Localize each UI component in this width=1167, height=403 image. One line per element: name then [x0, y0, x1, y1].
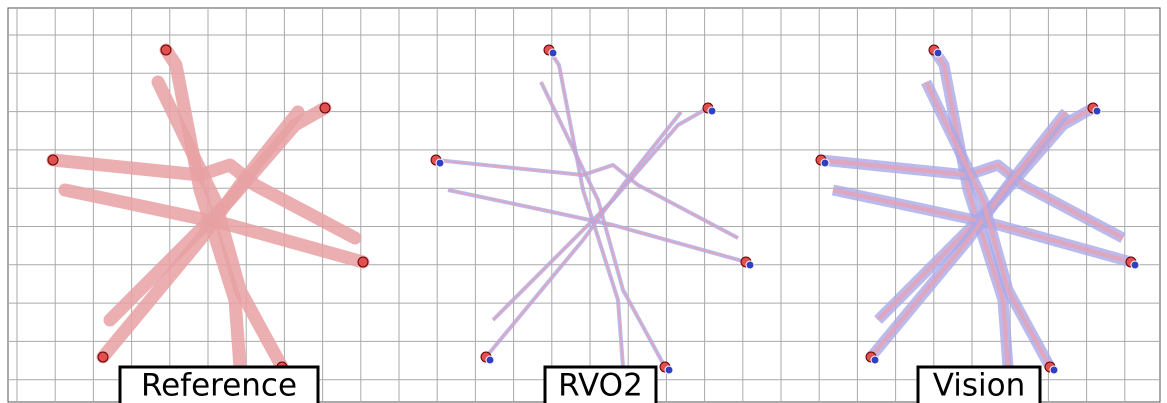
agent-goal — [1049, 365, 1059, 375]
trajectory — [447, 189, 747, 263]
agent — [160, 44, 172, 56]
panel-label: RVO2 — [558, 368, 643, 403]
agent-goal — [435, 158, 445, 168]
agent-goal — [933, 48, 943, 58]
agent-goal — [1092, 106, 1102, 116]
trajectory — [151, 75, 289, 374]
label-box — [543, 365, 658, 403]
label-box — [916, 365, 1042, 403]
trajectory — [492, 107, 709, 321]
agent — [97, 351, 109, 363]
agent-goal — [548, 48, 558, 58]
trajectory — [58, 183, 370, 269]
trajectory — [932, 48, 1011, 368]
panel-label: Vision — [933, 368, 1026, 403]
trajectory — [159, 43, 247, 374]
trajectory — [820, 157, 1125, 240]
agent-goal — [664, 365, 674, 375]
agent-goal — [745, 260, 755, 270]
trajectory — [832, 187, 1132, 265]
trajectory — [435, 159, 739, 239]
agent — [357, 256, 369, 268]
label-box — [118, 365, 320, 403]
trajectory — [46, 153, 362, 245]
agent-goal — [485, 355, 495, 365]
agent-goal — [1130, 260, 1140, 270]
agent-goal — [820, 158, 830, 168]
trajectory — [548, 49, 624, 368]
panel-labels: Reference RVO2 Vision — [118, 365, 1042, 403]
trajectory — [540, 81, 666, 368]
trajectories — [46, 43, 1140, 375]
agent — [47, 154, 59, 166]
agent-goal — [870, 355, 880, 365]
agent-goal — [707, 106, 717, 116]
agent — [319, 102, 331, 114]
panel-label: Reference — [141, 368, 297, 403]
trajectory — [924, 81, 1052, 369]
